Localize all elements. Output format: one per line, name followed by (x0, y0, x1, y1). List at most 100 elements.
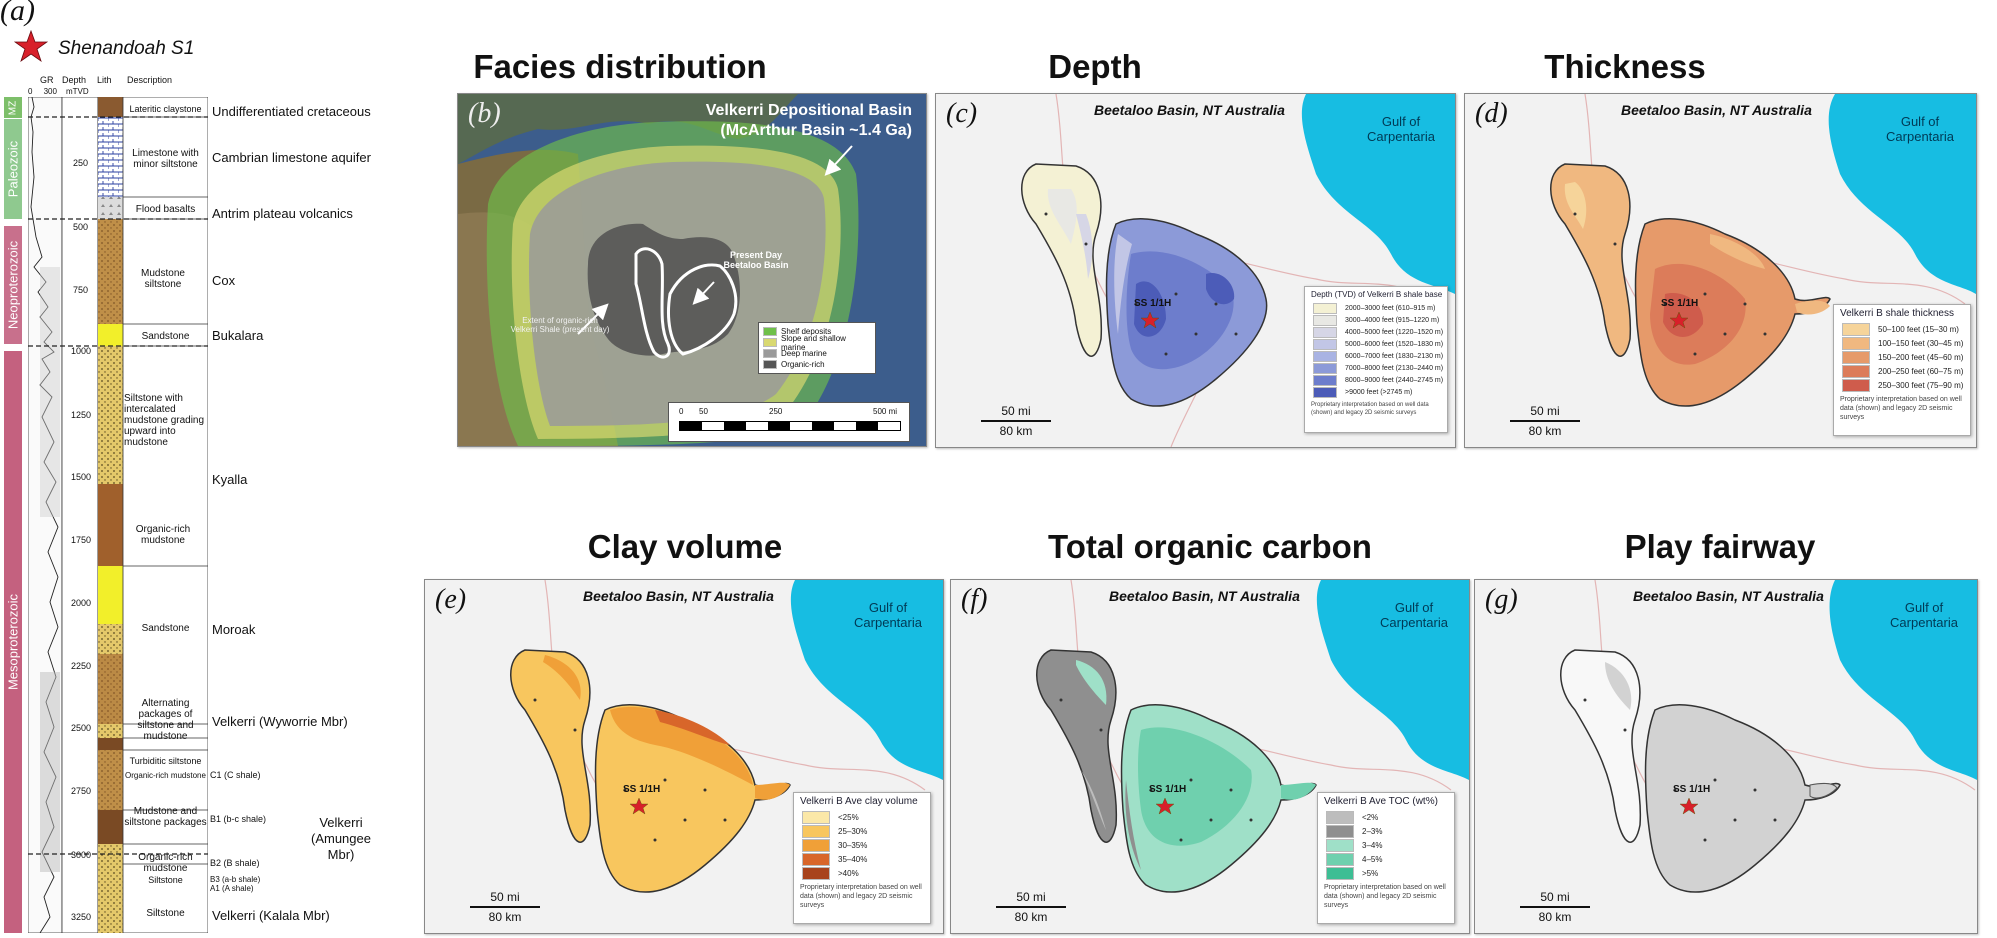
panel-b-facies-map: (b) Velkerri Depositional Basin (McArthu… (457, 93, 927, 447)
lith-label: Flood basalts (135, 204, 196, 215)
formation-name: Antrim plateau volcanics (212, 206, 353, 221)
depth-tick: 2750 (71, 786, 92, 796)
thickness-map-svg (1550, 94, 1976, 407)
well-label: SS 1/1H (1149, 784, 1187, 795)
lith-label: Organic-rich mudstone (138, 852, 193, 874)
header-gr-scale: 0 300 (28, 87, 57, 96)
legend-label: Slope and shallow marine (781, 333, 846, 352)
organic-rich-zone (587, 223, 740, 356)
era-label: MZ (7, 100, 19, 115)
depth-tick: 3250 (71, 912, 92, 922)
lith-label: Mudstone and siltstone packages (124, 806, 207, 828)
legend-row: 200–250 feet (60–75 m) (1834, 364, 1970, 378)
legend-row: 35–40% (794, 852, 930, 866)
scale-mi: 50 mi (1016, 890, 1046, 904)
legend-row: 25–30% (794, 824, 930, 838)
legend-label: 100–150 feet (30–45 m) (1878, 338, 1964, 348)
formation-amungee-text: Velkerri (Amungee Mbr) (311, 815, 371, 862)
legend-row: >9000 feet (>2745 m) (1305, 386, 1447, 398)
legend-label: 25–30% (838, 826, 868, 836)
era-bar-neoproterozoic: Neoproterozoic (4, 226, 22, 344)
scale-mi: 50 mi (1540, 890, 1570, 904)
legend-label: 3000–4000 feet (915–1220 m) (1345, 316, 1440, 324)
fairway-map-svg (1560, 580, 1977, 893)
legend-swatch (1842, 336, 1870, 350)
panel-f-label: (f) (961, 584, 988, 615)
legend-row: 5000–6000 feet (1520–1830 m) (1305, 338, 1447, 350)
toc-map-svg (1036, 580, 1469, 893)
legend-label: Deep marine (781, 349, 827, 358)
facies-scale-bar: 0 50 250 500 mi (668, 402, 910, 442)
depth-tick: 250 (73, 158, 89, 168)
legend-row: 50–100 feet (15–30 m) (1834, 322, 1970, 336)
extent-label: Extent of organic-rich Velkerri Shale (p… (510, 316, 610, 334)
panel-g-fairway-map: (g) Beetaloo Basin, NT Australia Gulf of… (1474, 579, 1978, 934)
legend-label: 200–250 feet (60–75 m) (1878, 366, 1964, 376)
legend-swatch (1842, 364, 1870, 378)
lith-label: Sandstone (141, 331, 190, 342)
scale-bar-graphic (679, 421, 901, 431)
legend-swatch (802, 824, 830, 838)
scale-bar-line (1510, 420, 1580, 422)
thickness-legend: Velkerri B shale thickness 50–100 feet (… (1833, 304, 1971, 436)
legend-swatch (1842, 378, 1870, 392)
legend-swatch (1326, 866, 1354, 880)
facies-map-svg (458, 94, 926, 446)
well-dots (1044, 212, 1238, 356)
legend-label: 30–35% (838, 840, 868, 850)
clay-legend: Velkerri B Ave clay volume <25% 25–30% 3… (793, 792, 931, 924)
panel-b-title: Facies distribution (473, 48, 767, 85)
formation-name: Cambrian limestone aquifer (212, 150, 371, 165)
depth-tick: 750 (73, 285, 89, 295)
legend-swatch (1313, 350, 1337, 362)
legend-swatch (802, 838, 830, 852)
scale-tick: 250 (769, 407, 783, 416)
legend-row: 4000–5000 feet (1220–1520 m) (1305, 326, 1447, 338)
legend-title: Velkerri B Ave TOC (wt%) (1324, 796, 1438, 807)
basin-subtitle: (McArthur Basin ~1.4 Ga) (720, 122, 912, 139)
well-star-icon (629, 797, 649, 815)
legend-note: Proprietary interpretation based on well… (1311, 402, 1429, 416)
legend-row: 7000–8000 feet (2130–2440 m) (1305, 362, 1447, 374)
well-dots (1573, 212, 1767, 356)
present-day-label: Present Day Beetaloo Basin (723, 250, 789, 270)
era-label: Paleozoic (5, 140, 21, 198)
legend-swatch (1313, 362, 1337, 374)
era-bar-mesoproterozoic: Mesoproterozoic (4, 351, 22, 933)
panel-e-clay-map: (e) Beetaloo Basin, NT Australia Gulf of… (424, 579, 944, 934)
well-dots (533, 698, 727, 842)
toc-legend: Velkerri B Ave TOC (wt%) <2% 2–3% 3–4% 4… (1317, 792, 1455, 924)
well-star-icon (1679, 797, 1699, 815)
scale-bar: 50 mi 80 km (1520, 890, 1590, 924)
scale-mi: 50 mi (1001, 404, 1031, 418)
legend-label: 4000–5000 feet (1220–1520 m) (1345, 328, 1444, 336)
era-bar-mz: MZ (4, 97, 22, 118)
panel-c-depth-map: (c) Beetaloo Basin, NT Australia Gulf of… (935, 93, 1456, 448)
lith-label: Sandstone (141, 623, 190, 634)
lith-label: Organic-rich mudstone (125, 771, 206, 780)
lith-label: Siltstone with intercalated mudstone gra… (124, 393, 205, 448)
gulf-name: Gulf of Carpentaria (1890, 600, 1958, 630)
legend-swatch (1326, 852, 1354, 866)
scale-mi: 50 mi (1530, 404, 1560, 418)
well-name: Shenandoah S1 (58, 38, 195, 59)
panel-d-label: (d) (1475, 98, 1508, 129)
formation-name: Velkerri (Kalala Mbr) (212, 908, 330, 923)
formation-name: Kyalla (212, 472, 248, 487)
legend-row: >40% (794, 866, 930, 880)
strat-column (28, 97, 208, 933)
beetaloo-outline (634, 247, 738, 359)
legend-row: 2–3% (1318, 824, 1454, 838)
legend-swatch (1313, 386, 1337, 398)
panel-g-label: (g) (1485, 584, 1518, 615)
scale-km: 80 km (1014, 910, 1048, 924)
lith-label: Organic-rich mudstone (135, 524, 191, 546)
depth-tick: 1000 (71, 346, 92, 356)
panel-b-label: (b) (468, 98, 501, 129)
basin-name: Beetaloo Basin, NT Australia (1109, 588, 1300, 604)
well-star-icon (1140, 311, 1160, 329)
legend-row: 3–4% (1318, 838, 1454, 852)
legend-swatch (763, 349, 777, 358)
legend-swatch (763, 327, 777, 336)
panel-d-title: Thickness (1544, 48, 1706, 85)
